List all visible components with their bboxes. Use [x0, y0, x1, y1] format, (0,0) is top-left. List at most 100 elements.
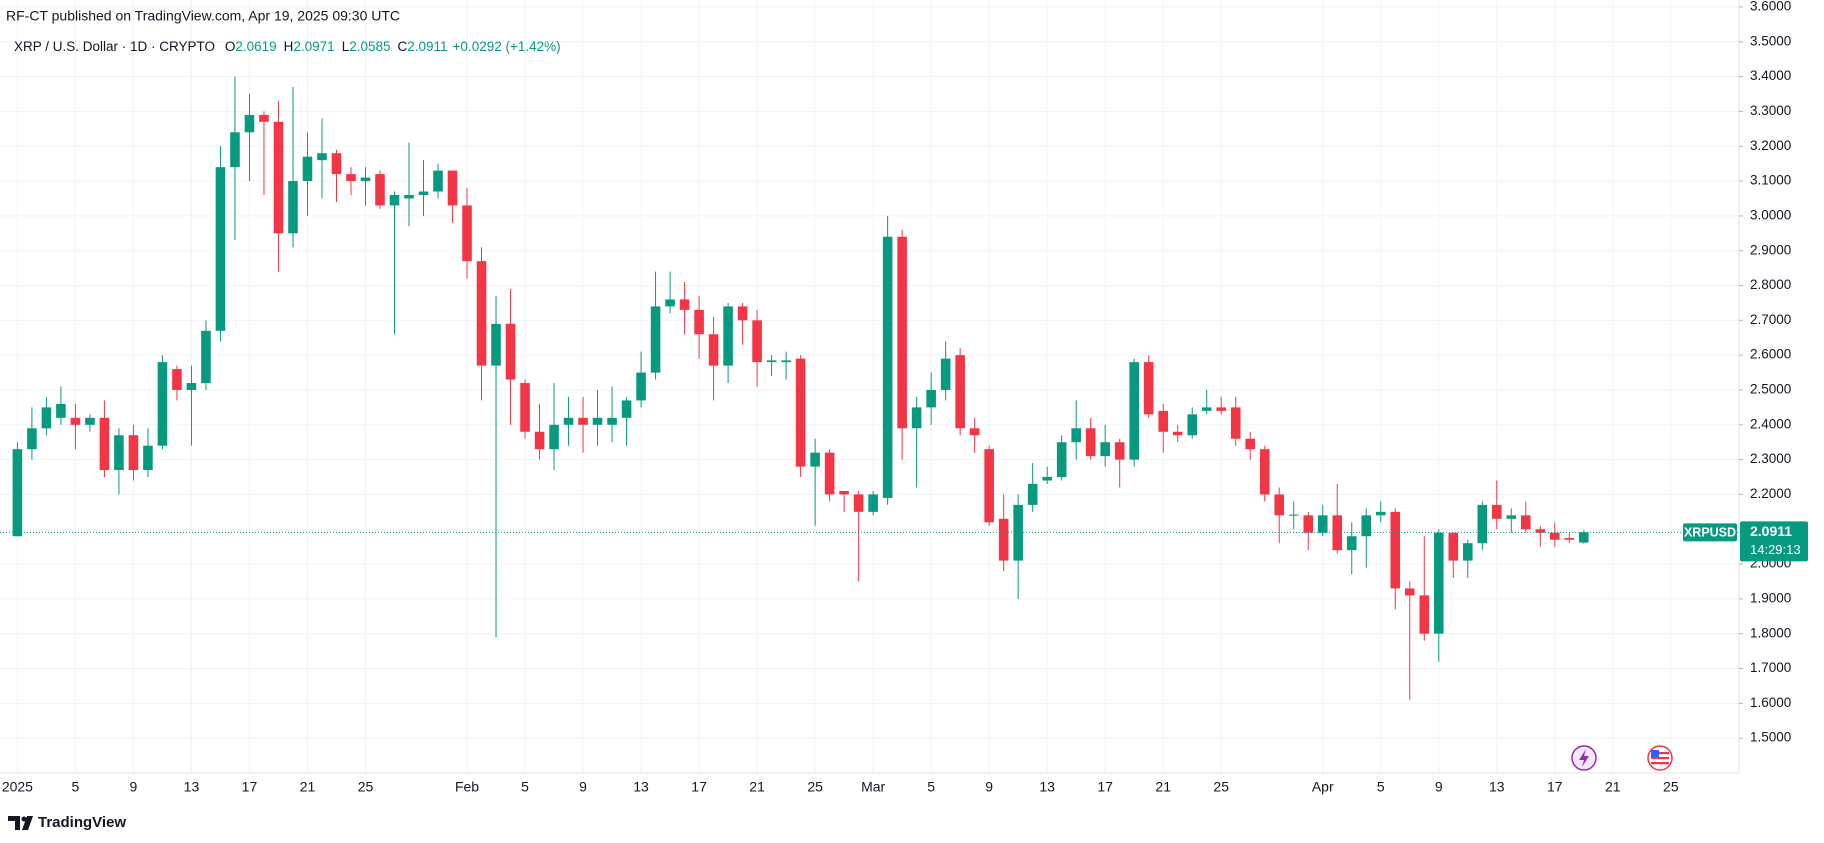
brand-logo	[22, 816, 33, 830]
x-tick-label: 9	[985, 779, 993, 795]
candle-body	[1071, 428, 1081, 443]
x-tick-label: 13	[633, 779, 649, 795]
candle-body	[1274, 494, 1285, 516]
x-tick-label: 5	[927, 779, 935, 795]
candle-body	[259, 114, 269, 122]
candle-body	[1492, 504, 1502, 519]
flag-canton	[1651, 750, 1659, 757]
ohlc-value: 2.0619	[235, 39, 276, 54]
candle-body	[1085, 428, 1096, 457]
candle-body	[1114, 442, 1125, 460]
x-tick-label: Feb	[455, 779, 479, 795]
candle-body	[128, 435, 139, 471]
candle-body	[1129, 362, 1139, 460]
candle-body	[41, 407, 52, 429]
candle-body	[868, 494, 878, 512]
candle-body	[563, 417, 574, 425]
candle-body	[157, 362, 168, 446]
candle-body	[56, 403, 66, 418]
candle-body	[737, 306, 748, 321]
candle-body	[1303, 515, 1314, 533]
candle-body	[1346, 536, 1357, 551]
brand-logo	[8, 816, 20, 830]
candle-body	[1521, 515, 1531, 530]
x-tick-label: 25	[807, 779, 823, 795]
candle-body	[418, 191, 429, 195]
candle-body	[1419, 595, 1430, 634]
candle-body	[346, 174, 356, 182]
publisher: RF-CT published on TradingView.com, Apr …	[6, 8, 400, 24]
x-tick-label: 21	[749, 779, 765, 795]
x-tick-label: 5	[1377, 779, 1385, 795]
candle-body	[694, 309, 704, 335]
price-tag	[1740, 521, 1808, 562]
candle-body	[1143, 362, 1154, 415]
candle-body	[404, 194, 414, 199]
flag-stripe	[1651, 757, 1669, 760]
x-tick-label: Mar	[861, 779, 885, 795]
x-tick-label: 5	[521, 779, 529, 795]
x-tick-label: 2025	[2, 779, 33, 795]
x-tick-label: 21	[300, 779, 316, 795]
y-tick-label: 3.6000	[1750, 0, 1791, 14]
x-tick-label: 13	[184, 779, 200, 795]
candle-body	[186, 383, 197, 390]
candle-body	[360, 177, 371, 182]
candle-body	[897, 236, 907, 429]
candle-body	[1535, 529, 1546, 533]
candle-body	[1477, 504, 1488, 544]
candle-body	[839, 490, 849, 495]
candle-body	[99, 417, 110, 471]
candle-body	[1390, 511, 1401, 589]
x-tick-label: 17	[242, 779, 258, 795]
change: +0.0292 (+1.42%)	[453, 39, 561, 54]
lightning-glyph	[1579, 749, 1589, 767]
candle-body	[534, 431, 545, 450]
candle-body	[70, 417, 81, 425]
flag-stripe	[1651, 752, 1669, 755]
symbol-tag	[1683, 523, 1737, 542]
candle-body	[781, 360, 791, 363]
candle-body	[375, 174, 385, 206]
candle-body	[549, 424, 559, 450]
candle-body	[592, 417, 603, 425]
brand-name: TradingView	[38, 814, 126, 831]
candle-body	[969, 428, 980, 436]
y-tick-label: 3.4000	[1750, 68, 1791, 83]
y-tick-label: 3.3000	[1750, 103, 1791, 118]
ohlc-value: 2.0971	[293, 39, 334, 54]
x-tick-label: 25	[1663, 779, 1679, 795]
symbol-tag-label: XRPUSD	[1684, 526, 1736, 540]
y-tick-label: 2.4000	[1750, 416, 1791, 431]
candle-body	[172, 369, 182, 390]
grid	[0, 0, 1739, 773]
candle-body	[1230, 407, 1241, 439]
x-tick-label: 21	[1605, 779, 1621, 795]
price-tag-value: 2.0911	[1750, 523, 1792, 539]
ohlc-label: L	[342, 39, 350, 54]
candle-body	[491, 323, 501, 366]
candle-body	[12, 449, 23, 537]
candle-body	[143, 445, 153, 471]
brand-logo-dot	[21, 816, 27, 822]
candle-body	[520, 383, 530, 432]
x-tick-label: 9	[579, 779, 587, 795]
candle-body	[1375, 511, 1386, 516]
candle-body	[1100, 442, 1110, 457]
candle-body	[607, 417, 617, 425]
candle-body	[1056, 442, 1067, 478]
ohlc-value: 2.0911	[407, 39, 447, 54]
candle-body	[389, 194, 400, 206]
candle-body	[810, 452, 820, 467]
candle-body	[288, 181, 298, 234]
candle-body	[476, 261, 487, 366]
candle-body	[984, 449, 994, 523]
symbol-title: XRP / U.S. Dollar · 1D · CRYPTO	[14, 39, 215, 54]
candle-body	[1579, 532, 1589, 543]
y-tick-label: 2.3000	[1750, 451, 1791, 466]
candle-body	[114, 435, 124, 471]
y-tick-label: 2.9000	[1750, 242, 1791, 257]
candles	[0, 76, 1739, 700]
